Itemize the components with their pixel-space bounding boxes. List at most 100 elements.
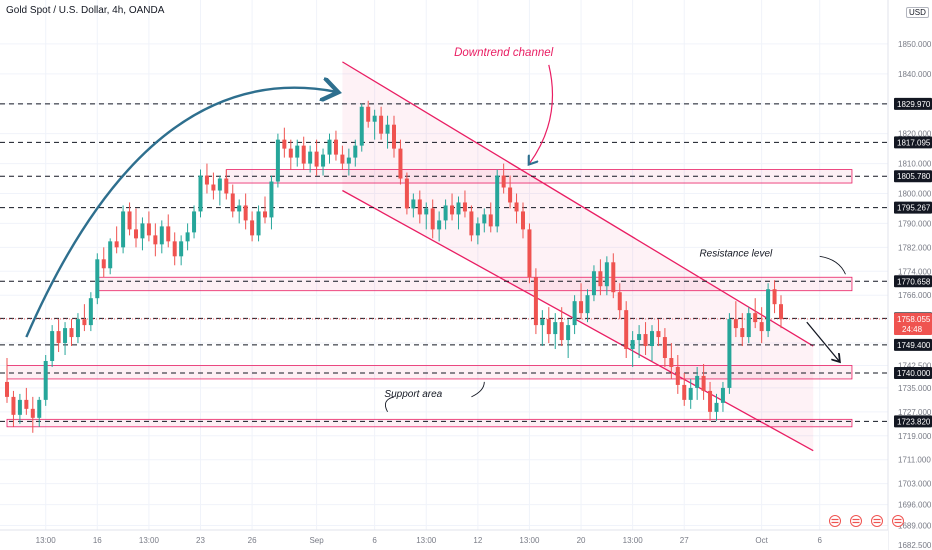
zones-layer [6, 169, 853, 428]
time-axis[interactable]: 13:00 16 13:00 23 26 Sep 6 13:00 12 13:00 20 13:00 2… [0, 515, 904, 550]
candle [424, 202, 429, 230]
price-level-label: 1829.970 [897, 100, 931, 109]
candle-body [321, 154, 326, 167]
candle [650, 325, 654, 361]
candle-body [50, 331, 55, 361]
candle [101, 247, 106, 278]
chart-grid [0, 0, 888, 530]
candle-body [211, 184, 216, 191]
price-tick-label: 1735.000 [898, 384, 932, 393]
candle [230, 184, 235, 218]
price-axis[interactable]: 1850.0001840.0001830.0001820.0001810.000… [887, 0, 932, 550]
candle [482, 208, 487, 233]
channel-lower-line[interactable] [342, 189, 814, 452]
candle-body [121, 211, 126, 248]
economic-event-icon[interactable] [829, 515, 841, 527]
price-tick-label: 1800.000 [898, 189, 932, 198]
candle-body [572, 301, 577, 326]
candle-body [314, 151, 319, 167]
candle-body [24, 399, 29, 409]
candle [63, 322, 68, 356]
time-tick-label: 13:00 [139, 536, 160, 545]
candle [121, 205, 126, 254]
candle [385, 115, 390, 149]
time-tick-label: 13:00 [519, 536, 540, 545]
candle [759, 307, 764, 344]
candle [75, 313, 80, 344]
candle-body [256, 211, 261, 236]
candle-body [462, 202, 467, 212]
price-tick-label: 1790.000 [898, 219, 932, 228]
candle [630, 331, 635, 367]
candle [585, 289, 590, 323]
price-tick-label: 1703.000 [898, 480, 932, 489]
price-axis-bg [888, 0, 932, 550]
candle [404, 172, 409, 215]
price-level-tag [894, 136, 932, 149]
drawings-layer: Downtrend channel Resistance level Support… [25, 47, 846, 413]
candle-body [392, 124, 396, 149]
candle [604, 256, 609, 296]
price-tick-label: 1774.000 [898, 267, 932, 276]
candle [224, 169, 229, 200]
economic-event-icon[interactable] [871, 515, 883, 527]
candle-body [437, 220, 442, 230]
candle [327, 133, 332, 164]
candle [275, 133, 280, 188]
current-price-label: 1758.055 [897, 315, 931, 324]
price-level-tag [894, 415, 932, 428]
candle-body [411, 199, 416, 209]
candle [656, 319, 661, 347]
candle [669, 343, 674, 379]
candle [611, 253, 616, 299]
candle [159, 220, 164, 254]
economic-event-icon[interactable] [850, 515, 862, 527]
economic-event-icon[interactable] [892, 515, 904, 527]
candle [508, 175, 513, 209]
candle-body [172, 241, 177, 257]
candle-body [127, 211, 132, 230]
candle-body [282, 139, 287, 149]
projection-arrow[interactable] [806, 321, 839, 361]
candle-body [559, 322, 564, 341]
candle [37, 396, 42, 427]
candle-body [508, 187, 513, 203]
candle-body [488, 214, 493, 227]
price-tick-label: 1696.000 [898, 501, 932, 510]
candle [740, 313, 745, 347]
candle-body [740, 328, 745, 338]
candle [733, 301, 738, 338]
candle-body [192, 211, 197, 233]
channel-fill [342, 61, 814, 451]
candle-body [217, 178, 222, 191]
curved-trend-arrow[interactable] [25, 88, 336, 338]
time-tick-label: 16 [93, 536, 102, 545]
candle-body [75, 319, 80, 338]
current-price-tag [894, 312, 932, 335]
candle [295, 139, 300, 167]
candle-body [430, 208, 435, 230]
channel-upper-line[interactable] [342, 61, 814, 347]
candle-body [579, 301, 584, 314]
support-zone-1723 [6, 418, 853, 428]
candle-body [456, 202, 461, 215]
candle [146, 211, 151, 242]
candle [179, 235, 184, 266]
candle [333, 130, 338, 161]
currency-badge[interactable]: USD [906, 7, 929, 18]
support-pointer-right [471, 381, 485, 398]
price-tick-label: 1727.000 [898, 408, 932, 417]
candle [514, 193, 519, 224]
candle [17, 393, 22, 424]
candle [714, 393, 719, 421]
candle [553, 313, 558, 350]
candle-body [656, 331, 661, 338]
candle [140, 217, 145, 251]
candle [340, 145, 345, 170]
candle [662, 328, 667, 367]
price-tick-label: 1711.000 [898, 456, 931, 465]
candle [456, 196, 461, 230]
candle [346, 148, 351, 176]
time-tick-label: 13:00 [36, 536, 57, 545]
